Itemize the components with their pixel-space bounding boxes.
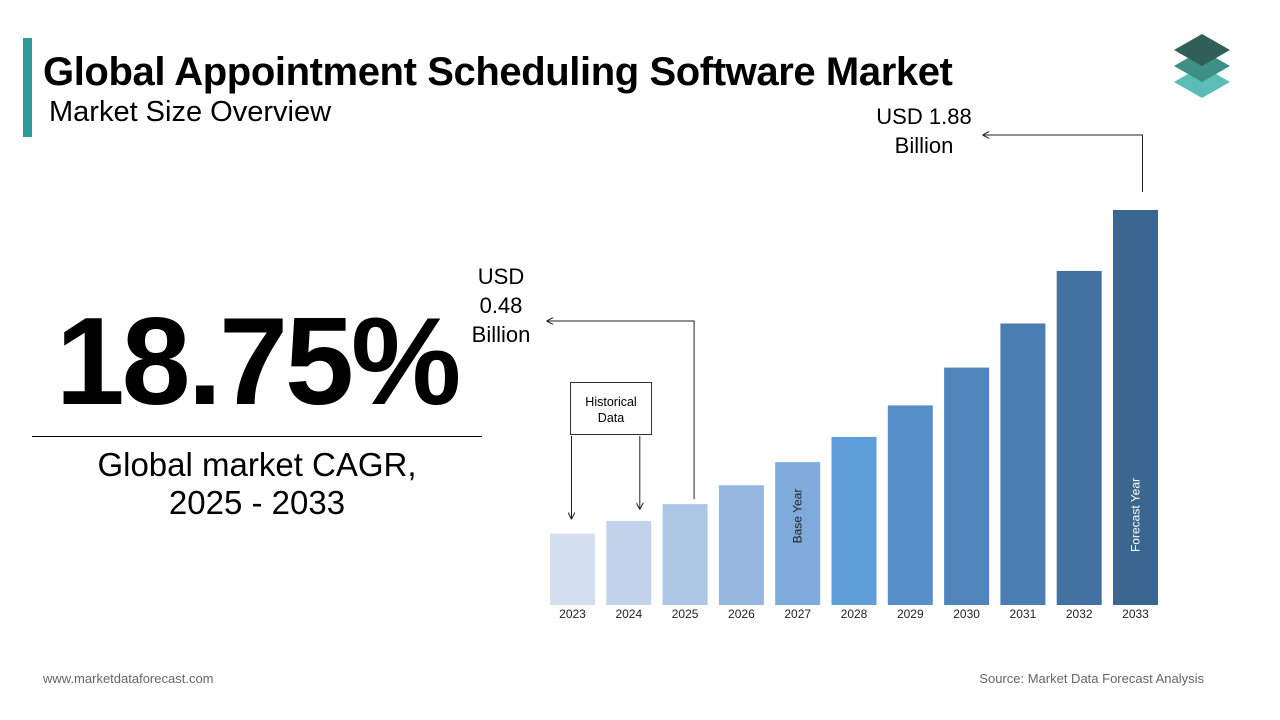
bar-2024 — [606, 520, 652, 605]
bar-2025 — [662, 504, 708, 605]
callout-2033-line2: Billion — [894, 133, 954, 158]
cagr-divider — [32, 436, 482, 437]
historical-data-box: Historical Data — [570, 382, 652, 435]
x-tick-2026: 2026 — [728, 607, 755, 621]
cagr-label-line1: Global market CAGR, — [97, 446, 417, 483]
footer-website: www.marketdataforecast.com — [43, 671, 214, 686]
x-tick-2023: 2023 — [559, 607, 586, 621]
x-tick-2027: 2027 — [784, 607, 811, 621]
bar-2029 — [887, 405, 933, 605]
callout-2033-value: USD 1.88 Billion — [868, 102, 980, 160]
callout-2025-line1: USD — [477, 264, 525, 289]
forecast-year-label: Forecast Year — [1129, 478, 1143, 552]
cagr-value: 18.75% — [55, 293, 462, 431]
x-tick-2033: 2033 — [1122, 607, 1149, 621]
cagr-label: Global market CAGR, 2025 - 2033 — [32, 446, 482, 522]
bar-2032 — [1056, 270, 1102, 605]
bar-2030 — [944, 367, 990, 605]
callout-2025-line2: 0.48 — [479, 293, 523, 318]
callout-arrow-2025 — [547, 321, 695, 500]
bar-2027 — [775, 462, 821, 605]
bar-2026 — [718, 485, 764, 605]
base-year-label: Base Year — [791, 489, 805, 544]
x-tick-2028: 2028 — [841, 607, 868, 621]
callout-2025-value: USD 0.48 Billion — [462, 262, 540, 349]
callout-2033-line1: USD 1.88 — [876, 104, 972, 129]
layers-logo-icon — [1174, 34, 1230, 98]
historical-data-line1: Historical — [585, 395, 637, 409]
cagr-label-line2: 2025 - 2033 — [168, 484, 346, 521]
page-title: Global Appointment Scheduling Software M… — [43, 50, 953, 94]
bar-2023 — [550, 533, 595, 605]
x-tick-2031: 2031 — [1010, 607, 1037, 621]
x-tick-2024: 2024 — [615, 607, 642, 621]
x-tick-2032: 2032 — [1066, 607, 1093, 621]
x-tick-2029: 2029 — [897, 607, 924, 621]
page-subtitle: Market Size Overview — [49, 96, 332, 128]
x-tick-2025: 2025 — [672, 607, 699, 621]
bar-2028 — [831, 436, 877, 605]
callout-arrow-2033 — [983, 135, 1143, 192]
x-tick-2030: 2030 — [953, 607, 980, 621]
bar-2033 — [1113, 210, 1158, 605]
title-accent-bar — [23, 38, 32, 137]
historical-data-line2: Data — [597, 411, 625, 425]
bar-2031 — [1000, 323, 1046, 605]
callout-2025-line3: Billion — [471, 322, 531, 347]
footer-source: Source: Market Data Forecast Analysis — [979, 671, 1204, 686]
